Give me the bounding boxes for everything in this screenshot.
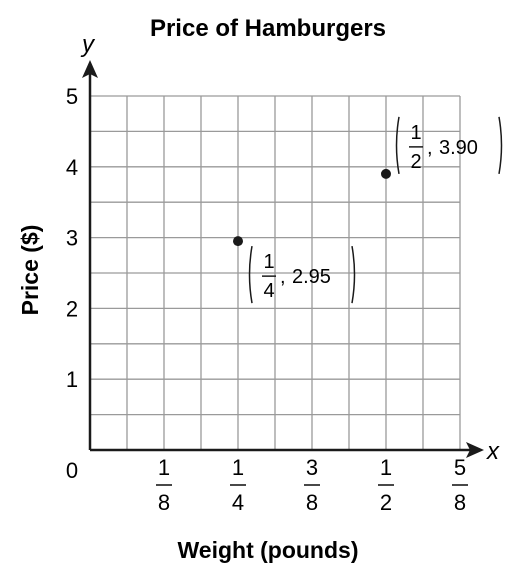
x-axis-arrow <box>466 442 484 458</box>
x-tick-denominator: 8 <box>306 490 318 515</box>
annotation-numerator: 1 <box>263 251 274 273</box>
x-axis-label: Weight (pounds) <box>178 537 359 563</box>
data-points: 1 4, 2.95 1 2, 3.90 <box>233 116 503 304</box>
y-tick-label: 4 <box>66 155 78 180</box>
x-tick-label: 18 <box>156 455 172 515</box>
y-axis-letter: y <box>80 31 96 58</box>
chart-title: Price of Hamburgers <box>150 15 386 42</box>
origin-label: 0 <box>66 458 78 483</box>
annotation-right-paren <box>498 116 503 175</box>
x-tick-denominator: 8 <box>158 490 170 515</box>
annotation-denominator: 4 <box>263 280 274 302</box>
x-tick-numerator: 1 <box>380 455 392 480</box>
x-tick-label: 38 <box>304 455 320 515</box>
x-tick-numerator: 3 <box>306 455 318 480</box>
x-tick-denominator: 4 <box>232 490 244 515</box>
annotation-left-paren <box>395 116 400 175</box>
x-tick-numerator: 1 <box>158 455 170 480</box>
annotation-denominator: 2 <box>410 151 421 173</box>
x-tick-denominator: 8 <box>454 490 466 515</box>
x-tick-label: 14 <box>230 455 246 515</box>
annotation-comma: , <box>280 266 286 288</box>
annotation-value: 2.95 <box>292 266 331 288</box>
x-tick-numerator: 1 <box>232 455 244 480</box>
data-point <box>381 168 391 179</box>
y-tick-label: 2 <box>66 296 78 321</box>
y-tick-label: 1 <box>66 367 78 392</box>
grid <box>90 95 461 450</box>
x-tick-label: 12 <box>378 455 394 515</box>
x-tick-label: 58 <box>452 455 468 515</box>
data-point <box>233 236 243 247</box>
x-tick-denominator: 2 <box>380 490 392 515</box>
annotation-comma: , <box>427 137 433 159</box>
point-annotation: 1 4, 2.95 <box>248 246 356 304</box>
x-tick-numerator: 5 <box>454 455 466 480</box>
x-axis-letter: x <box>486 438 500 465</box>
point-annotation: 1 2, 3.90 <box>395 116 503 175</box>
annotation-right-paren <box>351 246 356 304</box>
annotation-value: 3.90 <box>439 137 478 159</box>
y-tick-label: 5 <box>66 84 78 109</box>
annotation-left-paren <box>248 246 253 304</box>
y-tick-label: 3 <box>66 226 78 251</box>
y-axis-arrow <box>82 60 98 78</box>
y-axis-label: Price ($) <box>17 225 43 316</box>
annotation-numerator: 1 <box>410 122 421 144</box>
axes <box>82 60 484 458</box>
